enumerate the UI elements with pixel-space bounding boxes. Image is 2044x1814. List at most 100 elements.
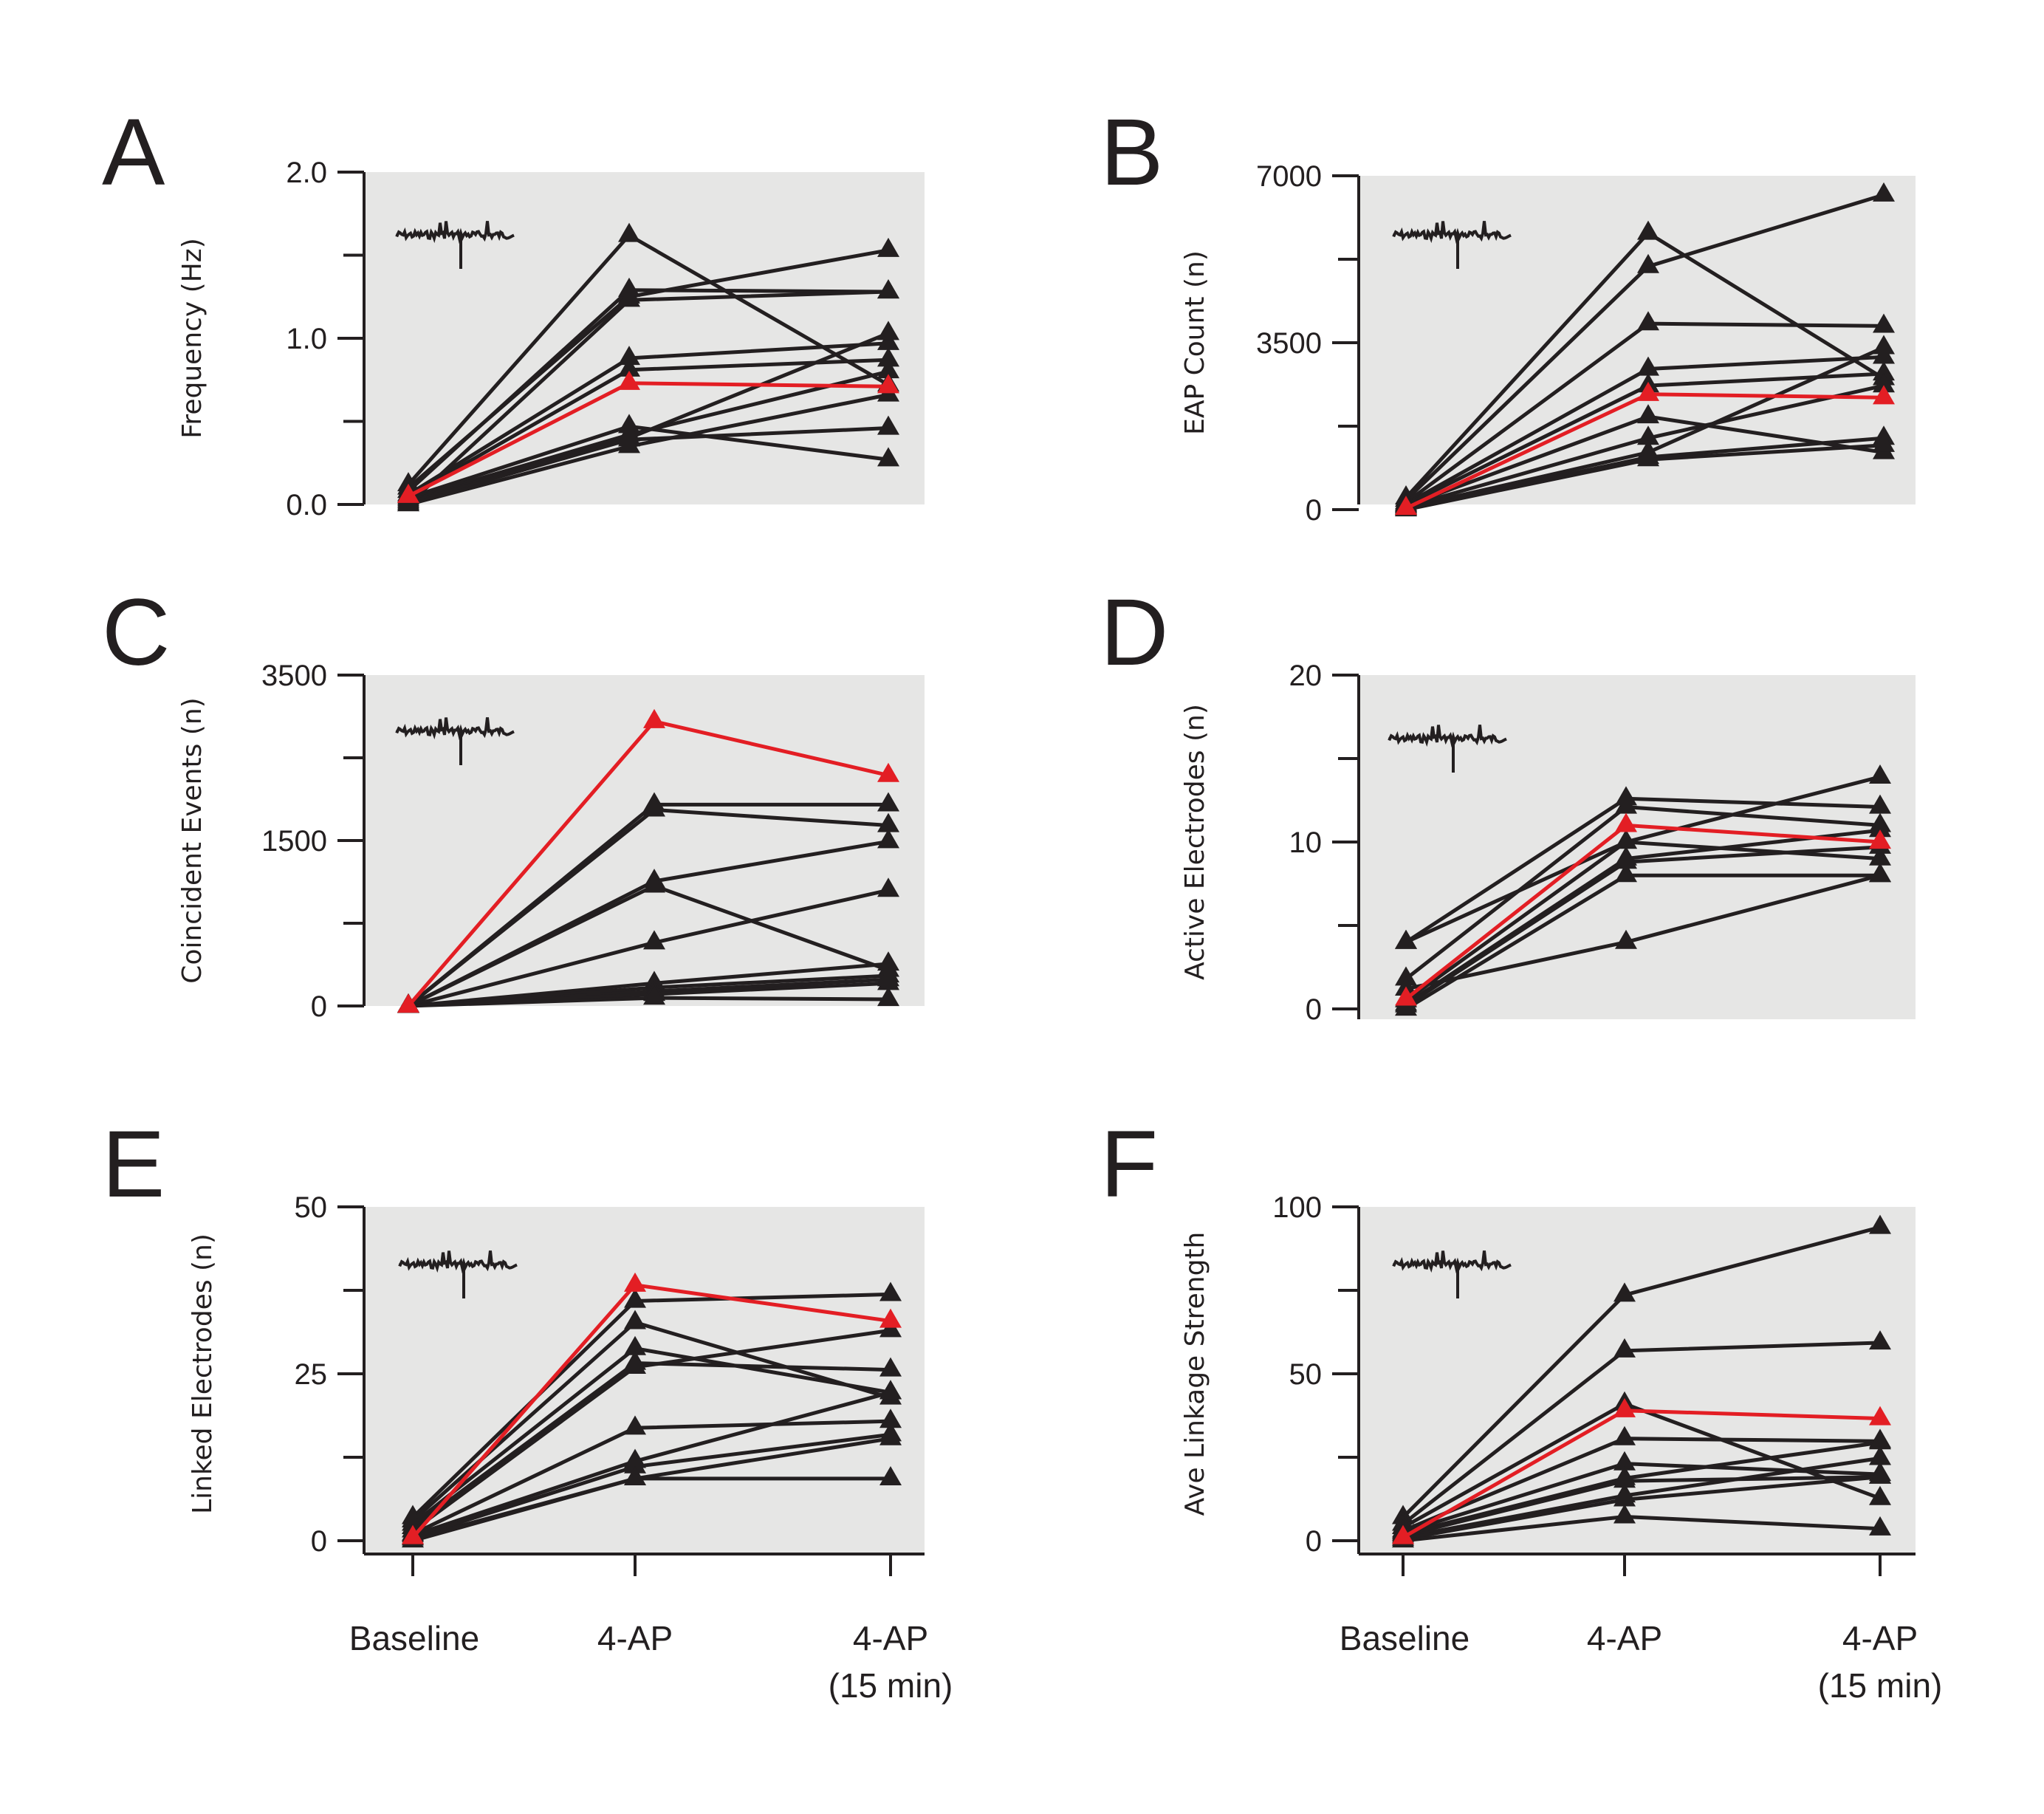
data-point-triangle bbox=[1869, 863, 1891, 883]
panel-letter: F bbox=[1100, 1112, 1158, 1217]
panel-letter: B bbox=[1100, 100, 1163, 205]
series-highlighted-recording bbox=[397, 370, 899, 503]
x-tick-label: 4-AP bbox=[1587, 1619, 1662, 1657]
y-axis-label: Ave Linkage Strength bbox=[1180, 1232, 1210, 1516]
data-point-triangle bbox=[1395, 996, 1417, 1016]
panel-letter: C bbox=[102, 580, 170, 685]
data-point-triangle bbox=[1615, 863, 1637, 883]
data-point-triangle bbox=[618, 434, 640, 454]
data-point-triangle bbox=[1637, 220, 1659, 240]
data-point-triangle bbox=[1873, 385, 1895, 405]
inset-trace-icon bbox=[1392, 221, 1512, 244]
y-tick-label: 100 bbox=[1272, 1191, 1322, 1224]
data-point-triangle bbox=[877, 359, 899, 379]
data-point-triangle bbox=[1615, 812, 1637, 832]
y-tick-label: 50 bbox=[1289, 1358, 1323, 1391]
data-point-triangle bbox=[643, 708, 665, 728]
data-point-triangle bbox=[1637, 425, 1659, 445]
series-highlighted-recording bbox=[397, 708, 899, 1013]
data-point-triangle bbox=[624, 1355, 646, 1375]
data-point-triangle bbox=[643, 930, 665, 950]
x-tick-label: (15 min) bbox=[1818, 1666, 1943, 1705]
y-tick-label: 0.0 bbox=[286, 489, 327, 521]
series-highlighted-recording bbox=[1392, 1397, 1891, 1544]
panel-letter: D bbox=[1100, 580, 1168, 685]
data-point-triangle bbox=[1869, 1214, 1891, 1234]
data-point-triangle bbox=[877, 374, 899, 394]
inset-trace-icon bbox=[398, 1250, 518, 1274]
data-point-triangle bbox=[1615, 829, 1637, 849]
data-point-triangle bbox=[1613, 1468, 1636, 1488]
data-point-triangle bbox=[1873, 373, 1895, 393]
data-point-triangle bbox=[624, 1335, 646, 1355]
data-point-triangle bbox=[397, 993, 419, 1013]
data-point-triangle bbox=[877, 347, 899, 367]
data-point-triangle bbox=[618, 370, 640, 390]
data-point-triangle bbox=[877, 279, 899, 299]
x-tick-label: (15 min) bbox=[829, 1666, 953, 1705]
y-tick-label: 0 bbox=[311, 990, 327, 1023]
data-point-triangle bbox=[877, 321, 899, 340]
x-tick-label: 4-AP bbox=[597, 1619, 673, 1657]
data-point-triangle bbox=[877, 330, 899, 350]
data-point-triangle bbox=[1873, 313, 1895, 333]
data-point-triangle bbox=[1869, 1406, 1891, 1425]
data-point-triangle bbox=[618, 357, 640, 377]
data-point-triangle bbox=[879, 1308, 902, 1328]
y-tick-label: 0 bbox=[311, 1525, 327, 1558]
series-highlighted-recording bbox=[1395, 381, 1895, 516]
data-point-triangle bbox=[1869, 764, 1891, 784]
data-point-triangle bbox=[1869, 1516, 1891, 1536]
data-point-triangle bbox=[624, 1272, 646, 1292]
data-point-triangle bbox=[402, 1524, 424, 1544]
data-point-triangle bbox=[877, 987, 899, 1007]
y-tick-label: 2.0 bbox=[286, 157, 327, 189]
plot-background bbox=[364, 172, 925, 504]
y-tick-label: 10 bbox=[1289, 826, 1323, 859]
y-tick-label: 1500 bbox=[261, 825, 327, 858]
data-point-triangle bbox=[624, 1415, 646, 1435]
data-point-triangle bbox=[624, 1288, 646, 1308]
data-point-triangle bbox=[643, 797, 665, 817]
panel-e: E 0 25 50 Linked Electrodes (n) Baseline 4-AP 4… bbox=[102, 1112, 953, 1705]
panel-c: C 0 1500 3500 Coincident Events (n) bbox=[102, 580, 925, 1023]
data-point-triangle bbox=[879, 1281, 902, 1301]
data-point-triangle bbox=[1613, 1282, 1636, 1302]
data-point-triangle bbox=[1615, 929, 1637, 949]
panel-f: F 0 50 100 Ave Linkage Strength Baseline 4-AP 4… bbox=[1100, 1112, 1942, 1705]
y-tick-label: 0 bbox=[1306, 993, 1322, 1026]
y-axis-label: Frequency (Hz) bbox=[177, 238, 208, 438]
data-point-triangle bbox=[1613, 1451, 1636, 1471]
series-recording-8 bbox=[1395, 863, 1891, 996]
panel-d: D 0 10 20 Active Electrodes (n) bbox=[1100, 580, 1916, 1026]
data-point-triangle bbox=[1869, 829, 1891, 849]
data-point-triangle bbox=[877, 971, 899, 990]
inset-trace-icon bbox=[1392, 1250, 1512, 1274]
data-point-triangle bbox=[877, 829, 899, 849]
panel-letter: E bbox=[102, 1112, 165, 1217]
data-point-triangle bbox=[643, 985, 665, 1005]
data-point-triangle bbox=[1615, 794, 1637, 814]
plot-background bbox=[1359, 675, 1916, 1019]
data-point-triangle bbox=[877, 812, 899, 832]
data-point-triangle bbox=[643, 873, 665, 893]
y-axis-label: Linked Electrodes (n) bbox=[188, 1233, 218, 1514]
data-point-triangle bbox=[1615, 849, 1637, 869]
y-tick-label: 0 bbox=[1306, 494, 1322, 527]
y-tick-label: 1.0 bbox=[286, 323, 327, 355]
data-point-triangle bbox=[397, 483, 419, 503]
y-tick-label: 20 bbox=[1289, 660, 1323, 692]
data-point-triangle bbox=[1392, 1524, 1414, 1544]
data-point-triangle bbox=[618, 222, 640, 242]
data-point-triangle bbox=[877, 792, 899, 812]
data-point-triangle bbox=[1869, 1464, 1891, 1484]
data-point-triangle bbox=[624, 1454, 646, 1474]
y-tick-label: 50 bbox=[295, 1191, 328, 1224]
x-tick-label: Baseline bbox=[349, 1619, 479, 1657]
y-tick-label: 3500 bbox=[261, 660, 327, 692]
data-point-triangle bbox=[1613, 1397, 1636, 1417]
data-point-triangle bbox=[1869, 1485, 1891, 1505]
data-point-triangle bbox=[1869, 1430, 1891, 1450]
data-point-triangle bbox=[877, 762, 899, 782]
